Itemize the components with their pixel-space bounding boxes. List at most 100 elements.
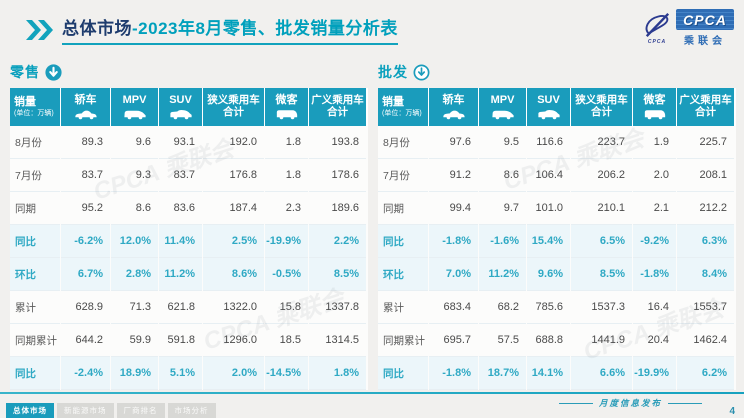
column-header: 广义乘用车 合计 <box>677 88 734 126</box>
column-header: 轿车 <box>429 88 478 126</box>
table-header-row: 销量 (单位：万辆) 轿车 MPV SUV 狭义乘用车 合计 微客 广义乘用车 合计 <box>378 88 736 126</box>
cell-value: 1553.7 <box>677 291 734 324</box>
cell-value: 95.2 <box>61 192 110 225</box>
section-label: 批发 <box>378 64 408 80</box>
tab-新能源市场[interactable]: 新能源市场 <box>57 403 114 418</box>
table-row: 同比 -2.4% 18.9% 5.1% 2.0% -14.5% 1.8% <box>10 357 368 390</box>
column-header: 狭义乘用车 合计 <box>203 88 264 126</box>
cell-value: 212.2 <box>677 192 734 225</box>
tab-总体市场[interactable]: 总体市场 <box>6 403 54 418</box>
column-header: MPV <box>479 88 526 126</box>
cell-value: 189.6 <box>309 192 366 225</box>
cell-value: 83.7 <box>159 159 202 192</box>
wholesale-table: 批发 销量 (单位：万辆) 轿车 MPV SUV 狭义乘用车 合计 微客 广义乘用车 合计 8月份 97… <box>378 62 736 390</box>
down-arrow-circle-icon <box>45 63 62 81</box>
column-header: MPV <box>111 88 158 126</box>
table-row: 同期累计 695.7 57.5 688.8 1441.9 20.4 1462.4 <box>378 324 736 357</box>
cell-value: 1.8% <box>309 357 366 390</box>
microvan-car-icon <box>643 108 667 120</box>
cell-value: 68.2 <box>479 291 526 324</box>
section-header: 零售 <box>10 62 368 82</box>
microvan-car-icon <box>275 108 299 120</box>
column-header: 销量 (单位：万辆) <box>378 88 428 126</box>
row-label: 8月份 <box>10 126 60 159</box>
column-header-label2: 合计 <box>223 106 244 118</box>
footer-divider <box>0 392 744 394</box>
cell-value: 9.6% <box>527 258 570 291</box>
page-number: 4 <box>729 406 735 417</box>
cell-value: 99.4 <box>429 192 478 225</box>
column-header-label: 微客 <box>275 94 298 107</box>
cell-value: 93.1 <box>159 126 202 159</box>
cell-value: 1.9 <box>633 126 676 159</box>
retail-table: 零售 销量 (单位：万辆) 轿车 MPV SUV 狭义乘用车 合计 微客 广义乘用车 合计 8月份 89… <box>10 62 368 390</box>
column-header-label: 广义乘用车 <box>679 94 732 107</box>
cell-value: 106.4 <box>527 159 570 192</box>
cell-value: 1.8 <box>265 159 308 192</box>
column-header: 微客 <box>633 88 676 126</box>
column-header-label: 微客 <box>643 94 666 107</box>
cell-value: 178.6 <box>309 159 366 192</box>
note-dash-right <box>668 402 702 404</box>
column-header-label: MPV <box>490 94 515 107</box>
cell-value: 16.4 <box>633 291 676 324</box>
unit-note: (单位：万辆) <box>14 110 54 118</box>
tab-厂商排名[interactable]: 厂商排名 <box>116 403 165 418</box>
suv-car-icon <box>169 108 193 120</box>
column-header-label: 销量 <box>14 96 36 109</box>
cell-value: 9.6 <box>111 126 158 159</box>
cell-value: 83.6 <box>159 192 202 225</box>
cell-value: 11.4% <box>159 225 202 258</box>
cell-value: 1.8 <box>265 126 308 159</box>
cell-value: 2.0% <box>203 357 264 390</box>
column-header: SUV <box>159 88 202 126</box>
cell-value: 11.2% <box>159 258 202 291</box>
cell-value: 6.3% <box>677 225 734 258</box>
cell-value: 11.2% <box>479 258 526 291</box>
table-row: 同期 99.4 9.7 101.0 210.1 2.1 212.2 <box>378 192 736 225</box>
title-prefix: 总体市场 <box>62 19 132 38</box>
cell-value: 83.7 <box>61 159 110 192</box>
cpca-logo: CPCA CPCA 乘联会 <box>642 9 734 47</box>
cell-value: 688.8 <box>527 324 570 357</box>
cell-value: 785.6 <box>527 291 570 324</box>
cell-value: 1537.3 <box>571 291 632 324</box>
row-label: 同比 <box>378 357 428 390</box>
column-header-label: SUV <box>537 94 560 107</box>
cell-value: 57.5 <box>479 324 526 357</box>
cell-value: 97.6 <box>429 126 478 159</box>
column-header-label: 狭义乘用车 <box>575 94 628 107</box>
cell-value: 2.1 <box>633 192 676 225</box>
tab-市场分析[interactable]: 市场分析 <box>167 403 216 418</box>
cell-value: 591.8 <box>159 324 202 357</box>
row-label: 同期 <box>10 192 60 225</box>
mpv-car-icon <box>123 108 147 120</box>
column-header: 微客 <box>265 88 308 126</box>
cell-value: -2.4% <box>61 357 110 390</box>
cell-value: 1296.0 <box>203 324 264 357</box>
cell-value: 2.8% <box>111 258 158 291</box>
suv-car-icon <box>537 108 561 120</box>
cell-value: -6.2% <box>61 225 110 258</box>
table-row: 7月份 91.2 8.6 106.4 206.2 2.0 208.1 <box>378 159 736 192</box>
logo-cpca-box: CPCA <box>676 9 734 30</box>
cell-value: 2.0 <box>633 159 676 192</box>
table-row: 同比 -1.8% 18.7% 14.1% 6.6% -19.9% 6.2% <box>378 357 736 390</box>
cell-value: 176.8 <box>203 159 264 192</box>
column-header-label2: 合计 <box>327 106 348 118</box>
table-row: 累计 628.9 71.3 621.8 1322.0 15.8 1337.8 <box>10 291 368 324</box>
row-label: 环比 <box>10 258 60 291</box>
cell-value: 91.2 <box>429 159 478 192</box>
cell-value: 9.3 <box>111 159 158 192</box>
section-label: 零售 <box>10 64 40 80</box>
cell-value: 7.0% <box>429 258 478 291</box>
cell-value: 18.7% <box>479 357 526 390</box>
cell-value: 1337.8 <box>309 291 366 324</box>
cell-value: 1462.4 <box>677 324 734 357</box>
column-header: 销量 (单位：万辆) <box>10 88 60 126</box>
cell-value: 225.7 <box>677 126 734 159</box>
cell-value: 101.0 <box>527 192 570 225</box>
column-header: SUV <box>527 88 570 126</box>
cell-value: 1441.9 <box>571 324 632 357</box>
